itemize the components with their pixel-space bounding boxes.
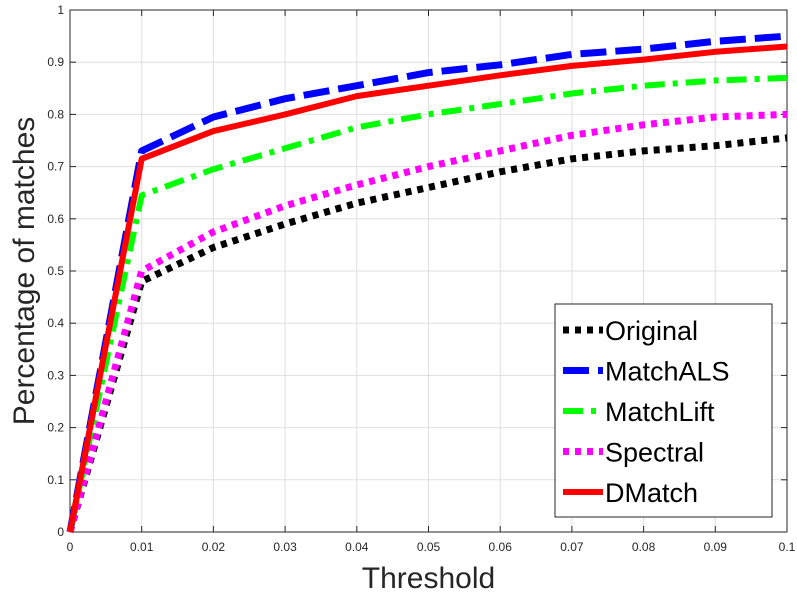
x-tick-label: 0.03 — [273, 540, 297, 554]
legend-label-matchals: MatchALS — [605, 357, 730, 387]
series-line-original — [66, 134, 788, 533]
y-tick-label: 0.6 — [47, 212, 64, 226]
legend: Original MatchALS MatchLift Spectral DMatch — [554, 303, 773, 518]
y-tick-label: 0.9 — [47, 55, 64, 69]
legend-label-matchlift: MatchLift — [605, 397, 715, 427]
y-tick-label: 0.1 — [47, 473, 64, 487]
x-tick-label: 0 — [67, 540, 74, 554]
x-axis-title: Threshold — [362, 562, 495, 595]
y-tick-label: 0.4 — [47, 316, 64, 330]
y-tick-label: 0.7 — [47, 160, 64, 174]
y-tick-label: 0.2 — [47, 421, 64, 435]
y-tick-label: 0.8 — [47, 107, 64, 121]
x-tick-label: 0.06 — [489, 540, 513, 554]
legend-label-original: Original — [605, 316, 698, 346]
series-line-matchals — [66, 32, 788, 533]
y-axis-title: Percentage of matches — [8, 117, 41, 426]
axis-ticks: 0 0.01 0.02 0.03 0.04 0.05 0.06 0.07 0.08 0.09 0.1… — [47, 3, 795, 554]
x-tick-label: 0.07 — [560, 540, 584, 554]
x-tick-label: 0.02 — [202, 540, 226, 554]
y-tick-label: 0.5 — [47, 264, 64, 278]
y-tick-label: 0.3 — [47, 368, 64, 382]
x-tick-label: 0.08 — [632, 540, 656, 554]
x-tick-label: 0.1 — [779, 540, 796, 554]
x-tick-label: 0.05 — [417, 540, 441, 554]
series-line-spectral — [66, 110, 788, 533]
x-tick-label: 0.04 — [345, 540, 369, 554]
x-tick-label: 0.09 — [704, 540, 728, 554]
y-tick-label: 1 — [57, 3, 64, 17]
series-lines — [66, 32, 788, 533]
series-line-dmatch — [67, 43, 788, 533]
legend-label-dmatch: DMatch — [605, 478, 698, 508]
x-tick-label: 0.01 — [130, 540, 154, 554]
legend-label-spectral: Spectral — [605, 438, 704, 468]
y-tick-label: 0 — [57, 525, 64, 539]
